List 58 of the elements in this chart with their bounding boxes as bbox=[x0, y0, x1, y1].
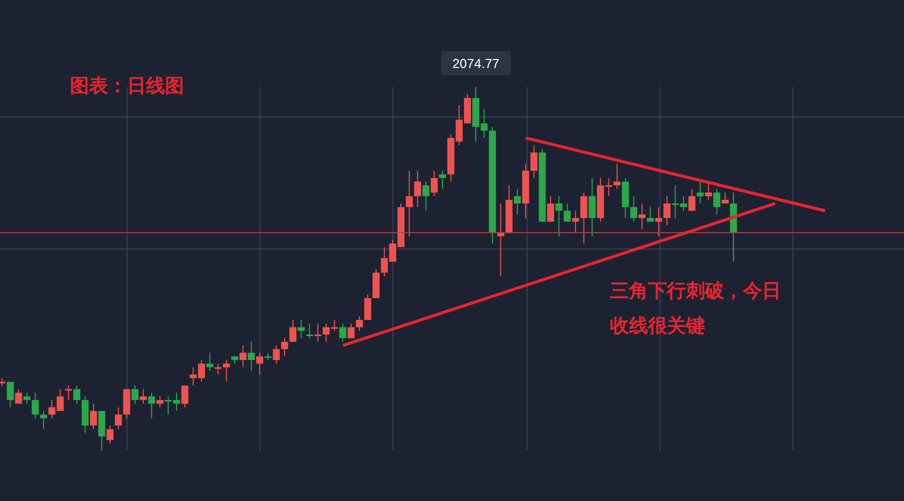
candlestick bbox=[114, 406, 122, 430]
candlestick bbox=[306, 323, 314, 339]
candlestick bbox=[298, 319, 305, 339]
candlestick bbox=[414, 170, 422, 208]
candlestick bbox=[73, 384, 80, 404]
candlestick bbox=[15, 388, 22, 404]
candlestick bbox=[364, 294, 372, 320]
candlestick bbox=[430, 170, 438, 197]
candlestick bbox=[272, 344, 280, 364]
candlestick bbox=[23, 392, 30, 404]
candlestick bbox=[547, 196, 554, 222]
candlestick bbox=[6, 381, 14, 408]
candlestick bbox=[630, 196, 638, 222]
candlestick bbox=[422, 181, 430, 212]
candlestick bbox=[722, 192, 729, 204]
candlestick bbox=[688, 188, 696, 212]
candlestick bbox=[588, 178, 596, 237]
candlestick bbox=[348, 323, 355, 339]
candlestick bbox=[214, 363, 222, 376]
candlestick bbox=[655, 206, 662, 237]
candlestick bbox=[614, 162, 621, 190]
candlestick bbox=[638, 202, 646, 230]
annotation: 三角下行刺破，今日收线很关键 bbox=[610, 280, 781, 337]
chart-title: 图表：日线图 bbox=[70, 74, 184, 99]
candlestick bbox=[696, 181, 704, 204]
candlestick bbox=[406, 170, 413, 237]
candlestick bbox=[106, 425, 114, 444]
candlestick bbox=[131, 384, 138, 404]
candlestick bbox=[663, 196, 670, 226]
candlestick bbox=[289, 319, 296, 342]
candlestick bbox=[206, 352, 214, 372]
candlestick bbox=[64, 384, 72, 401]
candlestick bbox=[40, 410, 48, 430]
candlestick bbox=[281, 338, 288, 357]
candlestick bbox=[148, 392, 156, 419]
text: 2074.77 bbox=[452, 56, 500, 71]
candlestick bbox=[256, 352, 264, 376]
candlestick bbox=[339, 323, 346, 342]
candlestick bbox=[140, 388, 147, 404]
candlestick bbox=[572, 210, 580, 234]
candlestick bbox=[356, 316, 363, 332]
candlestick bbox=[530, 144, 538, 178]
candlestick bbox=[705, 181, 712, 200]
candlestick bbox=[156, 396, 164, 408]
candlestick bbox=[240, 344, 247, 368]
candlestick bbox=[314, 323, 322, 342]
candlestick bbox=[564, 202, 571, 222]
candlestick bbox=[646, 206, 654, 222]
candlestick bbox=[222, 360, 230, 382]
candlestick bbox=[32, 392, 39, 419]
candlestick bbox=[580, 192, 588, 244]
candlestick bbox=[514, 188, 521, 215]
candlestick bbox=[439, 170, 446, 190]
candlestick bbox=[713, 188, 720, 215]
candlestick bbox=[248, 341, 255, 372]
candlestick bbox=[555, 196, 562, 237]
candlestick bbox=[90, 403, 97, 430]
candlestick bbox=[181, 384, 188, 408]
